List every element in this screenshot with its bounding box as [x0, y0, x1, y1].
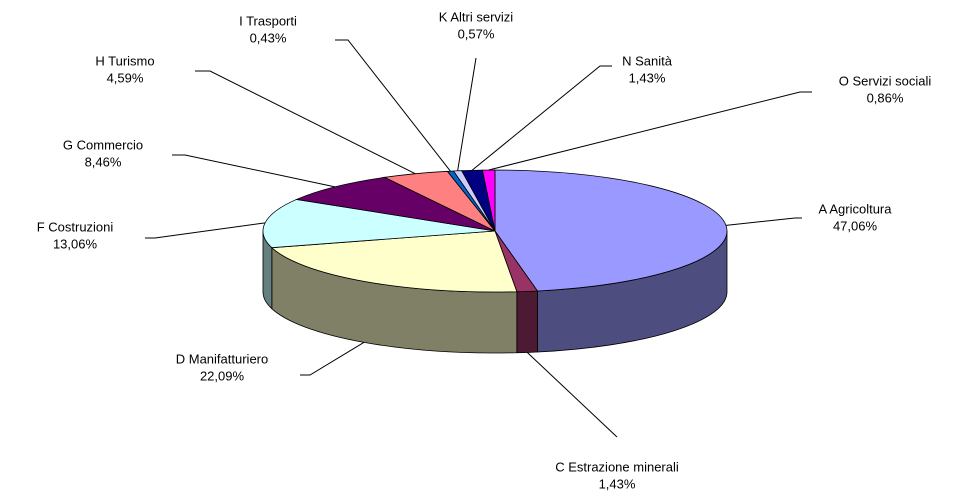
- slice-label: H Turismo: [95, 53, 154, 68]
- slice-label: K Altri servizi: [439, 9, 514, 24]
- leader-line: [145, 222, 266, 239]
- value-label: 0,86%: [867, 90, 904, 105]
- value-label: 1,43%: [599, 476, 636, 491]
- slice-label: O Servizi sociali: [839, 73, 932, 88]
- value-label: 13,06%: [53, 236, 98, 251]
- leader-line: [488, 91, 812, 171]
- pie-slice: [270, 230, 518, 293]
- value-label: 1,43%: [629, 70, 666, 85]
- leader-line: [335, 39, 451, 172]
- value-label: 0,43%: [250, 30, 287, 45]
- slice-label: A Agricoltura: [819, 201, 893, 216]
- slice-label: C Estrazione minerali: [555, 459, 679, 474]
- value-label: 47,06%: [833, 218, 878, 233]
- slice-label: D Manifatturiero: [176, 351, 268, 366]
- leader-line: [725, 217, 802, 226]
- slice-label: F Costruzioni: [37, 219, 114, 234]
- value-label: 4,59%: [107, 70, 144, 85]
- leader-line: [526, 352, 618, 438]
- value-label: 0,57%: [458, 26, 495, 41]
- slice-label: N Sanità: [622, 53, 673, 68]
- leader-line: [172, 154, 336, 188]
- pie-side: [516, 290, 538, 354]
- pie-slice: [494, 169, 728, 292]
- value-label: 22,09%: [200, 368, 245, 383]
- leader-line: [471, 65, 612, 171]
- slice-label: G Commercio: [63, 137, 143, 152]
- slice-label: I Trasporti: [239, 13, 297, 28]
- leader-line: [300, 341, 365, 376]
- leader-line: [195, 70, 416, 175]
- leader-line: [457, 57, 477, 171]
- value-label: 8,46%: [85, 154, 122, 169]
- pie-slice: [481, 169, 496, 232]
